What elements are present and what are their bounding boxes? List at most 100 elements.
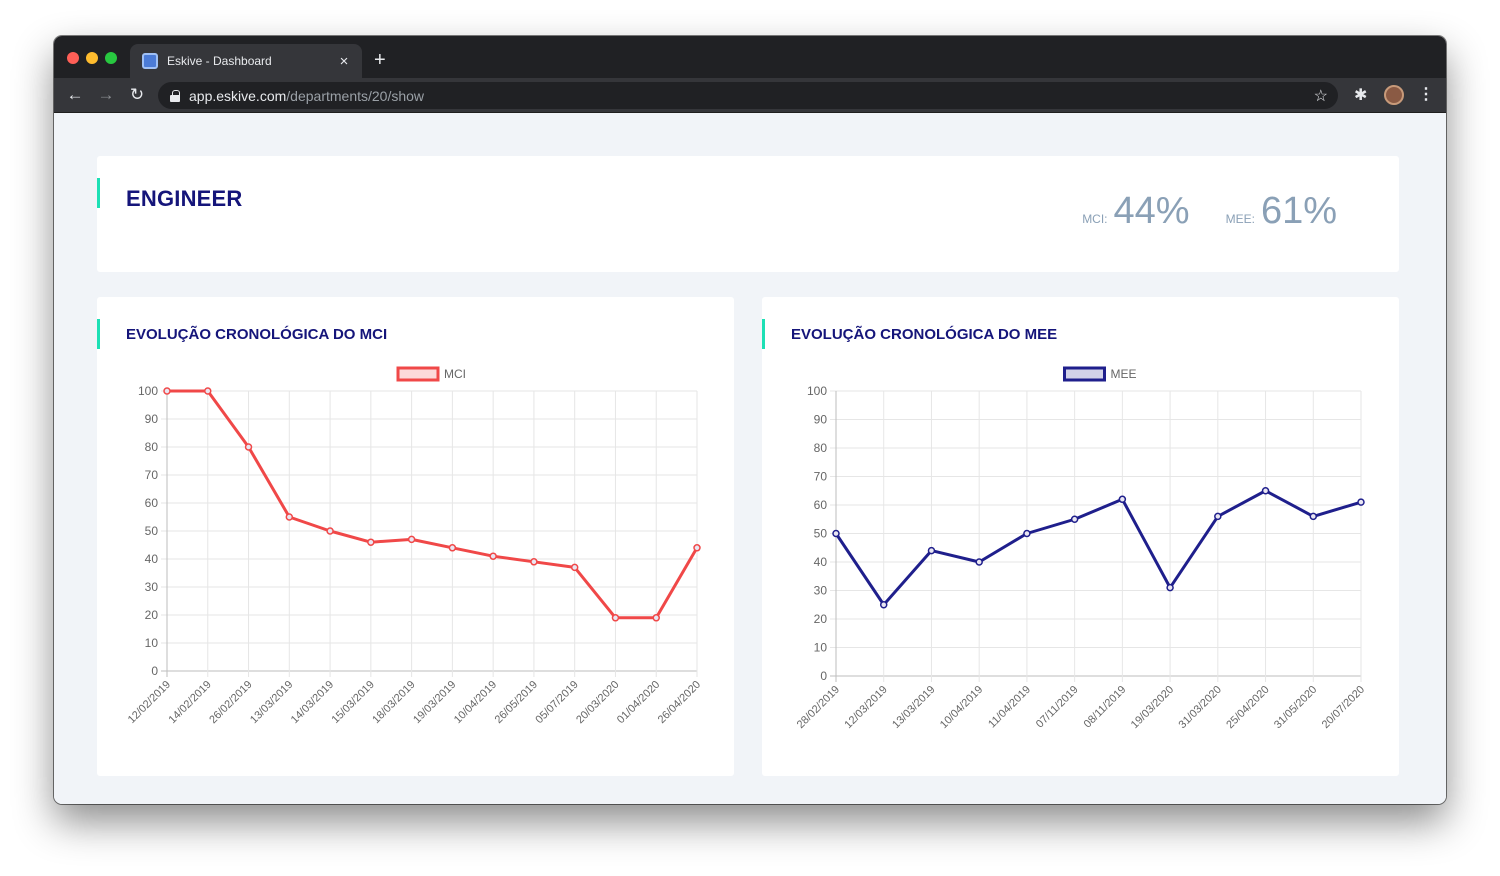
x-tick-label: 12/02/2019 xyxy=(126,679,173,726)
y-tick-label: 0 xyxy=(151,664,158,678)
data-point xyxy=(611,614,620,622)
y-tick-label: 50 xyxy=(814,527,828,541)
y-tick-label: 90 xyxy=(145,412,159,426)
y-tick-label: 20 xyxy=(145,608,159,622)
data-point xyxy=(244,443,253,451)
page-title: ENGINEER xyxy=(126,186,243,211)
data-point xyxy=(927,546,936,555)
data-point xyxy=(693,544,701,552)
y-tick-label: 80 xyxy=(814,441,828,455)
mci-chart-card: EVOLUÇÃO CRONOLÓGICA DO MCI MCI 0 10 20 30 40… xyxy=(97,297,734,776)
y-tick-label: 10 xyxy=(814,641,828,655)
mee-chart-card: EVOLUÇÃO CRONOLÓGICA DO MEE MEE 0 10 20 30 40… xyxy=(762,297,1399,776)
x-tick-label: 14/02/2019 xyxy=(166,679,213,726)
y-tick-label: 70 xyxy=(814,470,828,484)
x-tick-label: 19/03/2019 xyxy=(411,679,458,726)
url-path: /departments/20/show xyxy=(286,87,425,104)
avatar[interactable] xyxy=(1384,85,1404,105)
stats-summary: MCI: 44% MEE: 61% xyxy=(1082,190,1337,233)
y-tick-label: 90 xyxy=(814,413,828,427)
accent-bar xyxy=(97,178,100,208)
data-point xyxy=(1357,498,1365,506)
extensions-icon[interactable]: ✱ xyxy=(1354,87,1368,104)
lock-icon xyxy=(170,89,180,102)
data-point xyxy=(530,558,538,566)
data-point xyxy=(1261,487,1270,495)
y-tick-label: 0 xyxy=(820,669,827,683)
data-point xyxy=(163,387,171,395)
y-tick-label: 60 xyxy=(145,496,159,510)
legend-label: MEE xyxy=(1111,367,1137,381)
address-bar[interactable]: app.eskive.com/departments/20/show ☆ xyxy=(158,82,1338,109)
chart-legend: MEE xyxy=(1063,366,1137,382)
data-point xyxy=(1309,512,1318,521)
data-point xyxy=(652,614,660,622)
x-tick-label: 25/04/2020 xyxy=(1224,684,1271,731)
close-window-button[interactable] xyxy=(67,52,79,64)
menu-icon[interactable]: ⋮ xyxy=(1418,86,1434,103)
data-point xyxy=(326,527,334,535)
y-tick-label: 70 xyxy=(145,468,159,482)
mci-chart-title: EVOLUÇÃO CRONOLÓGICA DO MCI xyxy=(126,326,388,343)
mee-value: 61% xyxy=(1260,190,1337,232)
y-tick-label: 40 xyxy=(145,552,159,566)
x-tick-label: 14/03/2019 xyxy=(289,679,336,726)
new-tab-button[interactable]: + xyxy=(374,49,386,71)
x-tick-label: 12/03/2019 xyxy=(842,684,889,731)
data-point xyxy=(489,552,497,560)
minimize-window-button[interactable] xyxy=(86,52,98,64)
mee-line-chart: MEE 0 10 20 30 40 50 60 70 80 90 100 28/02/2019 12/03… xyxy=(795,366,1367,731)
x-tick-label: 20/07/2020 xyxy=(1320,684,1367,731)
y-tick-label: 40 xyxy=(814,555,828,569)
browser-toolbar: ← → ↻ app.eskive.com/departments/20/show… xyxy=(54,78,1446,113)
x-tick-label: 26/05/2019 xyxy=(493,679,540,726)
data-point xyxy=(448,544,457,552)
data-point xyxy=(285,513,294,521)
data-point xyxy=(1166,583,1174,592)
data-point xyxy=(1118,495,1127,504)
x-tick-label: 11/04/2019 xyxy=(986,684,1033,731)
tab-close-icon[interactable]: × xyxy=(339,52,349,70)
legend-swatch xyxy=(1063,366,1106,382)
mee-label: MEE: xyxy=(1225,212,1255,226)
x-tick-label: 26/02/2019 xyxy=(207,679,254,726)
back-arrow-icon[interactable]: ← xyxy=(66,85,84,104)
x-tick-label: 20/03/2020 xyxy=(574,679,621,726)
y-tick-label: 50 xyxy=(145,524,159,538)
x-tick-label: 05/07/2019 xyxy=(533,679,580,726)
accent-bar xyxy=(97,319,100,349)
data-point xyxy=(1070,515,1079,523)
star-icon[interactable]: ☆ xyxy=(1313,88,1328,105)
data-point xyxy=(407,535,416,544)
y-tick-label: 30 xyxy=(145,580,159,594)
y-tick-label: 100 xyxy=(138,384,158,398)
x-tick-label: 01/04/2020 xyxy=(615,679,662,726)
browser-tab[interactable]: Eskive - Dashboard × xyxy=(130,44,362,78)
y-tick-label: 60 xyxy=(814,498,828,512)
data-point xyxy=(975,558,983,566)
reload-icon[interactable]: ↻ xyxy=(129,85,145,104)
maximize-window-button[interactable] xyxy=(105,52,117,64)
mci-value: 44% xyxy=(1113,190,1190,232)
page-content: ENGINEER MCI: 44% MEE: 61% EVOLUÇÃO CRON… xyxy=(54,113,1446,804)
x-tick-label: 18/03/2019 xyxy=(370,679,417,726)
data-point xyxy=(367,538,375,546)
data-point xyxy=(204,387,212,395)
x-tick-label: 31/05/2020 xyxy=(1272,684,1319,731)
mee-chart-title: EVOLUÇÃO CRONOLÓGICA DO MEE xyxy=(791,326,1058,343)
data-point xyxy=(1214,512,1222,521)
x-tick-label: 10/04/2019 xyxy=(452,679,499,726)
mci-label: MCI: xyxy=(1082,212,1108,226)
legend-swatch xyxy=(396,366,440,382)
data-point xyxy=(832,529,840,538)
x-tick-label: 19/03/2020 xyxy=(1129,684,1176,731)
tab-title: Eskive - Dashboard xyxy=(167,54,272,68)
accent-bar xyxy=(762,319,765,349)
y-tick-label: 30 xyxy=(814,584,828,598)
legend-label: MCI xyxy=(444,367,466,381)
x-tick-label: 13/03/2019 xyxy=(890,684,937,731)
series-line xyxy=(834,489,1362,607)
forward-arrow-icon[interactable]: → xyxy=(97,85,115,104)
mci-line-chart: MCI 0 10 20 30 40 50 60 70 80 90 100 12/02/201914/02… xyxy=(126,366,703,726)
tab-strip: Eskive - Dashboard × + xyxy=(54,36,1446,78)
